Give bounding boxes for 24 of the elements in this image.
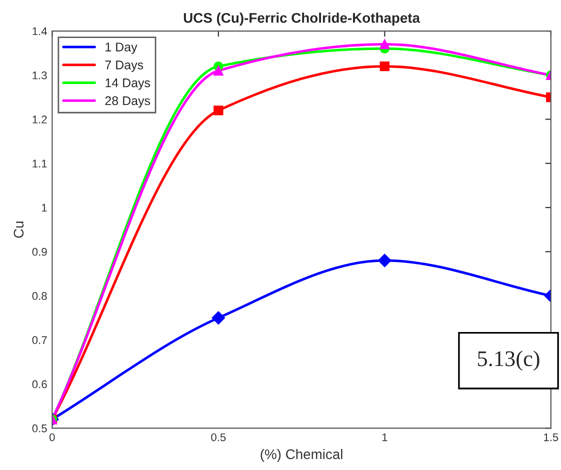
y-tick-label: 0.8 (32, 292, 47, 300)
point (380, 39, 390, 50)
legend-label: 1 Day (106, 42, 138, 54)
y-tick-label: 1 (42, 204, 47, 212)
x-tick-label: 1 (382, 433, 388, 442)
chart-title: UCS (Cu)-Ferric Cholride-Kothapeta (184, 12, 420, 26)
legend-label: 14 Days (106, 78, 150, 90)
legend-label: 28 Days (105, 96, 150, 108)
y-tick-label: 1.4 (32, 27, 47, 36)
y-tick-label: 1.3 (32, 71, 47, 80)
y-tick-label: 0.5 (32, 424, 47, 432)
x-tick-label: 0.5 (211, 433, 226, 442)
x-tick-label: 1.5 (544, 433, 558, 442)
y-tick-label: 0.9 (32, 248, 47, 256)
y-axis-title: Cu (14, 222, 24, 238)
y-tick-label: 0.6 (32, 380, 47, 388)
x-tick-label: 0 (50, 433, 55, 442)
y-tick-label: 0.7 (32, 336, 47, 344)
legend-label: 7 Days (105, 60, 144, 72)
annotation: 5.13(c) (478, 350, 540, 371)
y-tick-label: 1.2 (32, 116, 47, 124)
y-tick-label: 1.1 (32, 160, 47, 168)
x-axis-title: (%) Chemical (260, 448, 342, 462)
point (214, 66, 224, 76)
